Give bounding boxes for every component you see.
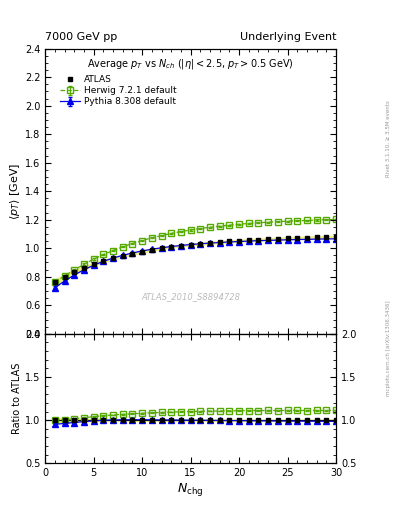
Y-axis label: $\langle p_T \rangle$ [GeV]: $\langle p_T \rangle$ [GeV]	[8, 163, 22, 220]
Y-axis label: Ratio to ATLAS: Ratio to ATLAS	[12, 363, 22, 434]
Text: Average $p_T$ vs $N_{ch}$ ($|\eta| < 2.5$, $p_T > 0.5$ GeV): Average $p_T$ vs $N_{ch}$ ($|\eta| < 2.5…	[87, 57, 294, 71]
X-axis label: $N_{\rm chg}$: $N_{\rm chg}$	[177, 481, 204, 498]
Text: mcplots.cern.ch [arXiv:1306.3436]: mcplots.cern.ch [arXiv:1306.3436]	[386, 301, 391, 396]
Text: ATLAS_2010_S8894728: ATLAS_2010_S8894728	[141, 292, 240, 301]
Text: Rivet 3.1.10, ≥ 3.5M events: Rivet 3.1.10, ≥ 3.5M events	[386, 100, 391, 177]
Text: Underlying Event: Underlying Event	[239, 32, 336, 42]
Text: 7000 GeV pp: 7000 GeV pp	[45, 32, 118, 42]
Legend: ATLAS, Herwig 7.2.1 default, Pythia 8.308 default: ATLAS, Herwig 7.2.1 default, Pythia 8.30…	[59, 73, 178, 108]
